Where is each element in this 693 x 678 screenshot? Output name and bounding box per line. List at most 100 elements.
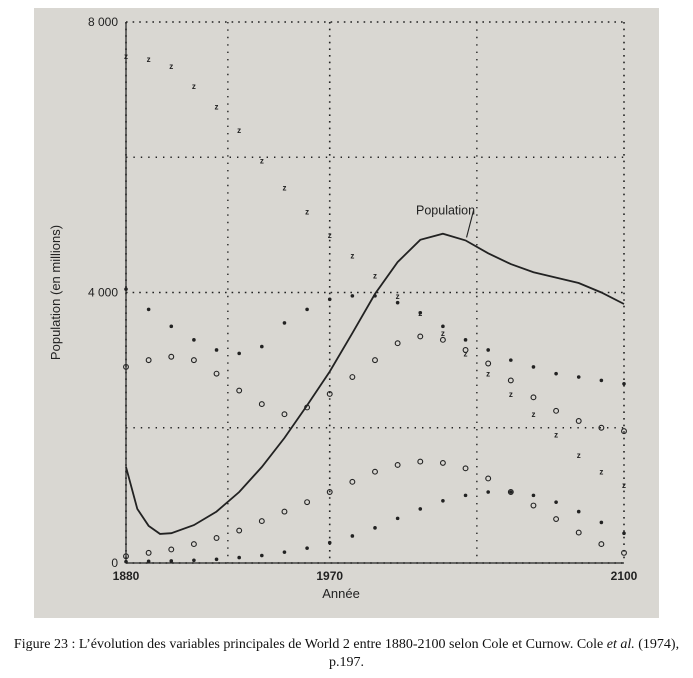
data-point-circle xyxy=(349,374,356,380)
data-point-dot xyxy=(395,300,400,305)
data-point-circle xyxy=(190,357,197,364)
series-5 xyxy=(124,490,626,564)
data-point-dot xyxy=(305,546,309,550)
data-point-circle xyxy=(553,516,560,522)
data-point-z: z xyxy=(373,272,377,281)
data-point-circle xyxy=(304,499,311,506)
data-point-circle xyxy=(553,407,560,414)
x-axis-title: Année xyxy=(322,586,360,601)
data-point-dot xyxy=(350,534,355,538)
data-point-z: z xyxy=(599,468,603,477)
data-point-circle xyxy=(236,387,243,394)
data-point-dot xyxy=(214,557,219,562)
data-point-dot xyxy=(622,381,626,386)
data-point-z: z xyxy=(192,82,196,91)
data-point-circle xyxy=(145,357,152,364)
data-point-circle xyxy=(417,333,424,340)
data-point-circle xyxy=(439,336,446,343)
data-point-circle xyxy=(530,502,537,509)
data-point-circle xyxy=(507,377,514,384)
data-point-dot xyxy=(531,365,536,369)
data-point-dot xyxy=(260,344,264,349)
data-point-z: z xyxy=(282,184,286,193)
data-point-circle xyxy=(485,360,492,367)
data-point-circle xyxy=(439,459,446,466)
data-point-circle xyxy=(326,390,333,397)
data-point-dot xyxy=(282,550,287,554)
data-point-dot xyxy=(576,375,581,379)
data-point-circle xyxy=(621,549,627,556)
data-point-circle xyxy=(462,465,469,472)
caption-part: et al. xyxy=(606,637,635,652)
data-point-dot xyxy=(373,526,377,530)
y-axis-title: Population (en millions) xyxy=(48,225,63,360)
data-point-circle xyxy=(507,489,514,495)
data-point-dot xyxy=(463,493,468,498)
population-annotation: Population xyxy=(416,203,475,217)
data-point-dot xyxy=(124,287,128,291)
caption-part: (1974), p.197. xyxy=(329,637,683,670)
series-4 xyxy=(123,458,627,560)
x-tick-label: 2100 xyxy=(611,569,638,583)
data-point-dot xyxy=(146,307,151,312)
data-point-z: z xyxy=(124,52,128,61)
data-point-z: z xyxy=(622,481,626,490)
data-point-circle xyxy=(236,527,243,534)
data-point-dot xyxy=(554,371,558,376)
data-point-circle xyxy=(258,401,265,408)
data-point-dot xyxy=(531,493,536,498)
y-tick-label: 8 000 xyxy=(88,15,118,29)
data-point-dot xyxy=(395,516,400,521)
x-tick-label: 1970 xyxy=(316,569,343,583)
scanned-figure: 0 4 000 8 000 1880 1970 2100 Année Population (… xyxy=(34,8,659,618)
annotation-arrow xyxy=(466,210,475,238)
data-point-dot xyxy=(327,540,332,545)
world2-chart: 0 4 000 8 000 1880 1970 2100 Année Population (… xyxy=(48,15,638,601)
data-point-circle xyxy=(621,428,627,435)
series-2 xyxy=(124,287,626,386)
y-tick-label: 4 000 xyxy=(88,286,118,300)
data-point-dot xyxy=(350,294,355,298)
data-point-dot xyxy=(486,490,490,494)
data-point-z: z xyxy=(305,207,309,216)
data-point-dot xyxy=(441,498,445,503)
data-point-dot xyxy=(146,559,151,564)
data-point-z: z xyxy=(169,62,173,71)
data-point-z: z xyxy=(486,370,490,379)
data-point-circle xyxy=(575,418,582,424)
y-tick-label: 0 xyxy=(111,556,118,570)
data-point-dot xyxy=(169,324,174,329)
data-point-z: z xyxy=(509,390,513,399)
data-point-dot xyxy=(192,338,196,342)
data-point-dot xyxy=(282,321,287,325)
data-point-circle xyxy=(485,475,492,482)
data-point-circle xyxy=(168,353,175,360)
data-point-circle xyxy=(168,546,175,553)
data-point-z: z xyxy=(350,251,354,260)
data-point-dot xyxy=(463,338,468,342)
data-point-z: z xyxy=(441,329,445,338)
x-tick-label: 1880 xyxy=(113,569,140,583)
data-point-dot xyxy=(576,509,581,514)
data-point-circle xyxy=(145,549,152,556)
data-point-z: z xyxy=(147,55,151,64)
data-point-dot xyxy=(554,500,558,504)
series-1: zzzzzzzzzzzzzzzzzzzzzzz xyxy=(124,52,626,490)
data-point-z: z xyxy=(237,126,241,135)
data-point-circle xyxy=(123,553,129,560)
data-point-circle xyxy=(258,518,265,525)
data-point-z: z xyxy=(328,231,332,240)
series-3 xyxy=(123,333,627,435)
data-point-circle xyxy=(326,489,333,495)
data-point-circle xyxy=(372,468,378,475)
data-point-z: z xyxy=(554,431,558,440)
data-point-circle xyxy=(123,363,129,370)
data-point-z: z xyxy=(577,451,581,460)
data-point-dot xyxy=(509,358,513,362)
data-point-dot xyxy=(599,378,604,383)
data-point-circle xyxy=(304,404,311,411)
data-point-dot xyxy=(305,307,309,312)
data-point-circle xyxy=(213,535,220,541)
figure-caption: Figure 23 : L’évolution des variables pr… xyxy=(0,636,693,672)
data-point-z: z xyxy=(464,349,468,358)
